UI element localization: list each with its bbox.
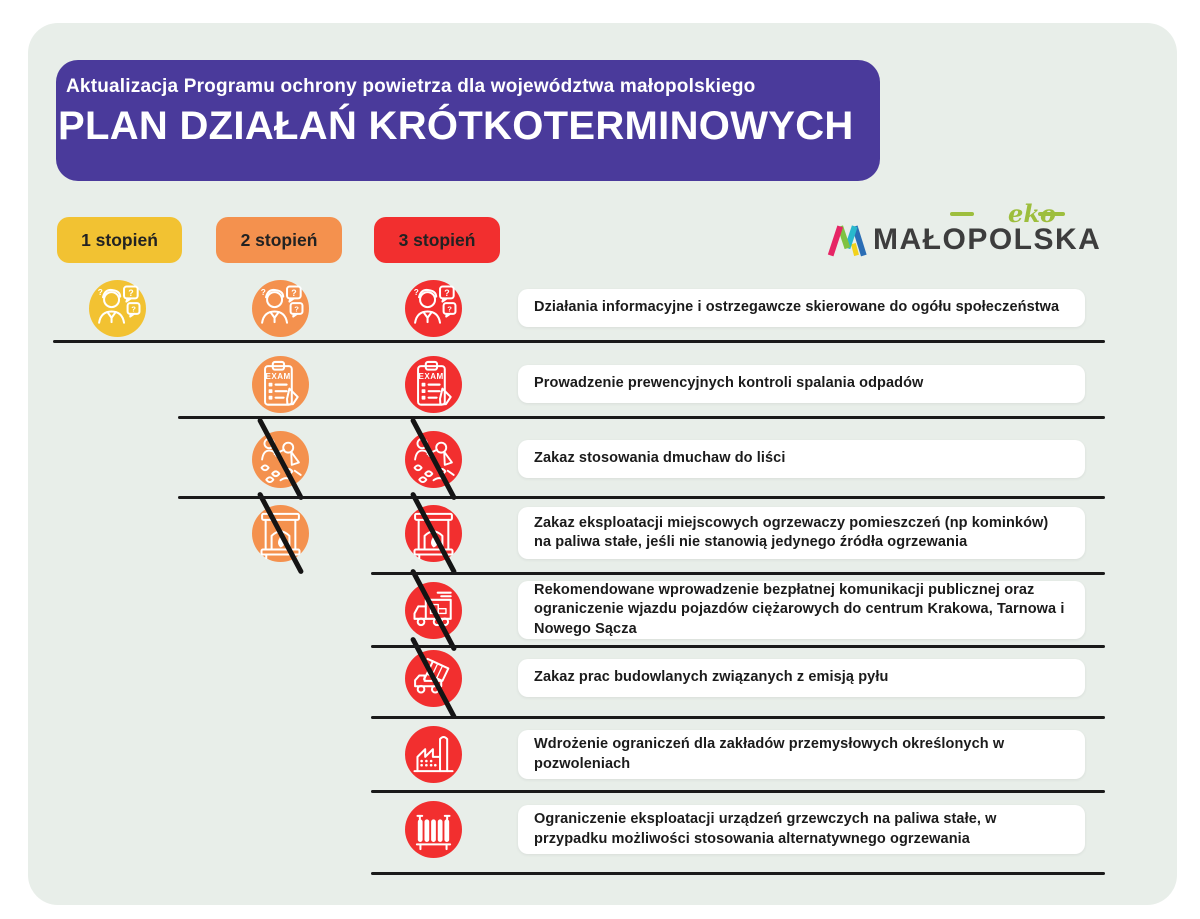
action-description-text: Działania informacyjne i ostrzegawcze sk… — [534, 299, 1060, 316]
announcement-person-icon: ??? — [88, 279, 146, 337]
header-banner: Aktualizacja Programu ochrony powietrza … — [56, 60, 880, 181]
row-separator-line — [371, 572, 1105, 575]
inspection-clipboard-icon: EXAM — [404, 355, 462, 413]
row-separator-line — [371, 790, 1105, 793]
svg-text:?: ? — [131, 304, 136, 313]
eko-dash-left — [950, 212, 974, 216]
legend-badge-level-2: 2 stopień — [216, 217, 342, 263]
row-separator-line — [371, 872, 1105, 875]
factory-icon — [404, 725, 462, 783]
svg-text:?: ? — [128, 287, 133, 297]
header-subtitle: Aktualizacja Programu ochrony powietrza … — [66, 76, 756, 97]
svg-text:EXAM: EXAM — [418, 372, 443, 381]
action-description-text: Wdrożenie ograniczeń dla zakładów przemy… — [534, 736, 1005, 772]
malopolska-m-icon — [827, 225, 867, 257]
action-description-text: Zakaz eksploatacji miejscowych ogrzewacz… — [534, 514, 1049, 550]
svg-text:?: ? — [444, 287, 449, 297]
action-description-text: Ograniczenie eksploatacji urządzeń grzew… — [534, 811, 997, 847]
svg-text:?: ? — [97, 286, 102, 296]
svg-text:EXAM: EXAM — [265, 372, 290, 381]
action-description: Prowadzenie prewencyjnych kontroli spala… — [518, 365, 1085, 403]
radiator-icon — [404, 800, 462, 858]
action-description: Wdrożenie ograniczeń dla zakładów przemy… — [518, 730, 1085, 779]
row-separator-line — [178, 416, 1105, 419]
action-description: Zakaz stosowania dmuchaw do liści — [518, 440, 1085, 478]
action-description: Rekomendowane wprowadzenie bezpłatnej ko… — [518, 581, 1085, 639]
action-description: Ograniczenie eksploatacji urządzeń grzew… — [518, 805, 1085, 854]
row-separator-line — [178, 496, 1105, 499]
svg-text:?: ? — [260, 286, 265, 296]
row-separator-line — [53, 340, 1105, 343]
action-description-text: Prowadzenie prewencyjnych kontroli spala… — [534, 375, 924, 392]
svg-text:?: ? — [447, 304, 452, 313]
inspection-clipboard-icon: EXAM — [251, 355, 309, 413]
action-description: Zakaz prac budowlanych związanych z emis… — [518, 659, 1085, 697]
svg-text:?: ? — [294, 304, 299, 313]
logo-malopolska-label: MAŁOPOLSKA — [873, 223, 1102, 256]
page-title: PLAN DZIAŁAŃ KRÓTKOTERMINOWYCH — [58, 104, 854, 148]
svg-text:?: ? — [413, 286, 418, 296]
eko-dash-right — [1038, 212, 1065, 216]
row-separator-line — [371, 716, 1105, 719]
action-description-text: Zakaz stosowania dmuchaw do liści — [534, 450, 786, 467]
infographic-board: Aktualizacja Programu ochrony powietrza … — [28, 23, 1177, 905]
svg-text:?: ? — [291, 287, 296, 297]
announcement-person-icon: ??? — [404, 279, 462, 337]
row-separator-line — [371, 645, 1105, 648]
action-description: Zakaz eksploatacji miejscowych ogrzewacz… — [518, 507, 1085, 559]
action-description-text: Zakaz prac budowlanych związanych z emis… — [534, 669, 889, 686]
action-description-text: Rekomendowane wprowadzenie bezpłatnej ko… — [534, 582, 1065, 637]
announcement-person-icon: ??? — [251, 279, 309, 337]
legend-badge-level-1: 1 stopień — [57, 217, 182, 263]
legend-badge-level-3: 3 stopień — [374, 217, 500, 263]
action-description: Działania informacyjne i ostrzegawcze sk… — [518, 289, 1085, 327]
